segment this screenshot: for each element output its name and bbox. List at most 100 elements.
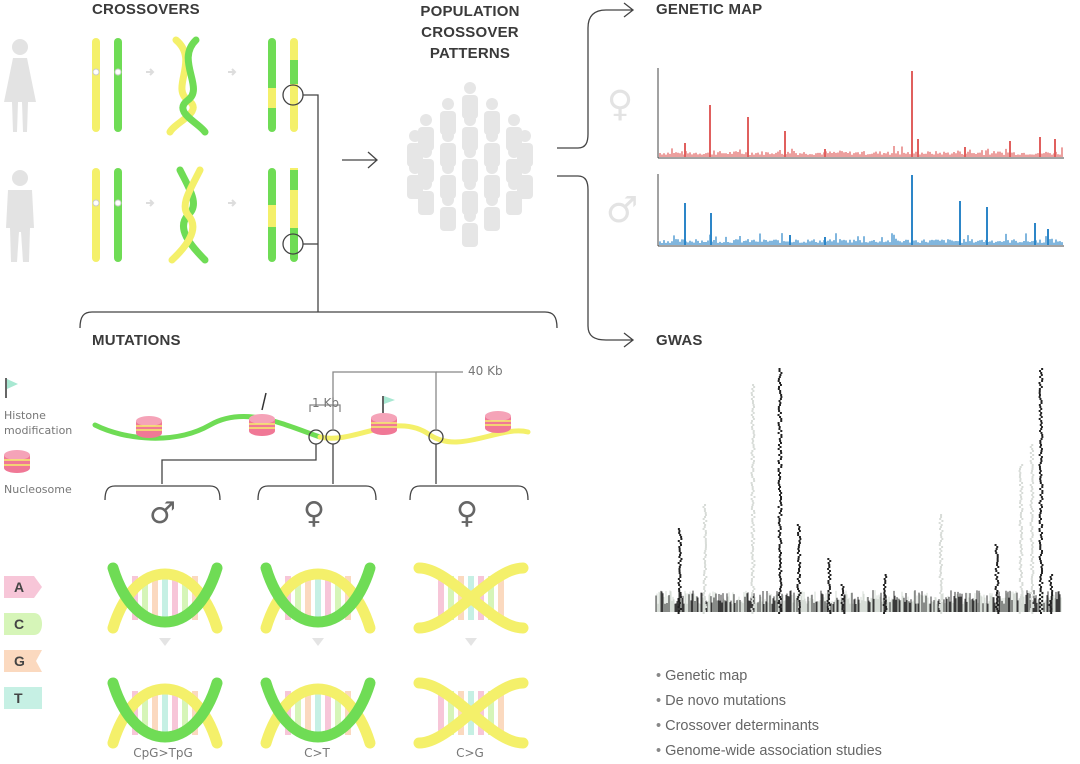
gwas-signal-point — [1030, 490, 1033, 492]
gwas-signal-point — [678, 566, 681, 568]
gwas-signal-point — [1032, 606, 1035, 608]
gwas-signal-point — [1019, 586, 1022, 588]
gwas-signal-point — [882, 584, 885, 586]
gwas-signal-point — [1041, 570, 1044, 572]
gwas-signal-point — [1040, 604, 1043, 606]
gwas-signal-point — [1049, 600, 1052, 602]
gwas-signal-point — [1041, 550, 1044, 552]
gwas-signal-point — [777, 448, 780, 450]
gwas-signal-point — [779, 446, 782, 448]
gwas-signal-point — [997, 612, 1000, 614]
crowd-person-body — [462, 127, 478, 151]
gwas-signal-point — [1018, 524, 1021, 526]
gwas-signal-point — [1032, 556, 1035, 558]
base-pair-rung — [438, 691, 444, 735]
gwas-signal-point — [778, 512, 781, 514]
gwas-signal-point — [884, 580, 887, 582]
gwas-signal-point — [779, 392, 782, 394]
gwas-signal-point — [1018, 562, 1021, 564]
gwas-signal-point — [1030, 582, 1033, 584]
gwas-signal-point — [1050, 586, 1053, 588]
gwas-signal-point — [753, 460, 756, 462]
gwas-signal-point — [750, 568, 753, 570]
gwas-signal-point — [751, 476, 754, 478]
gwas-signal-point — [1030, 500, 1033, 502]
gwas-signal-point — [1040, 496, 1043, 498]
gwas-signal-point — [940, 612, 943, 614]
gwas-signal-point — [1039, 440, 1042, 442]
gwas-signal-point — [1041, 436, 1044, 438]
gwas-signal-point — [1039, 546, 1042, 548]
gwas-signal-point — [1038, 388, 1041, 390]
gwas-signal-point — [1040, 460, 1043, 462]
gwas-signal-point — [1040, 372, 1043, 374]
gwas-signal-point — [797, 556, 800, 558]
base-tag-a: A — [4, 576, 42, 598]
gwas-signal-point — [842, 586, 845, 588]
gwas-signal-point — [1029, 460, 1032, 462]
gwas-signal-point — [751, 394, 754, 396]
gwas-signal-point — [1039, 510, 1042, 512]
gwas-signal-point — [751, 500, 754, 502]
gwas-signal-point — [780, 514, 783, 516]
gwas-signal-point — [752, 418, 755, 420]
gwas-signal-point — [1030, 472, 1033, 474]
gwas-signal-point — [828, 586, 831, 588]
base-pair-rung — [498, 576, 504, 620]
crossover-female-before — [92, 38, 122, 132]
base-pair-rung — [448, 576, 454, 620]
gwas-signal-point — [752, 424, 755, 426]
gwas-signal-point — [1031, 528, 1034, 530]
gwas-signal-point — [797, 580, 800, 582]
gwas-signal-point — [679, 534, 682, 536]
gwas-signal-point — [778, 556, 781, 558]
base-pair-rung — [285, 576, 291, 620]
gwas-signal-point — [941, 546, 944, 548]
gwas-signal-point — [780, 584, 783, 586]
gwas-signal-point — [1019, 474, 1022, 476]
gwas-signal-point — [703, 562, 706, 564]
gwas-signal-point — [704, 512, 707, 514]
gwas-signal-point — [1020, 528, 1023, 530]
crowd-person-head — [409, 130, 421, 142]
gwas-signal-point — [780, 394, 783, 396]
gwas-signal-point — [1039, 476, 1042, 478]
gwas-signal-point — [1039, 470, 1042, 472]
gwas-signal-point — [883, 612, 886, 614]
gwas-signal-point — [780, 496, 783, 498]
gwas-signal-point — [751, 544, 754, 546]
gwas-signal-point — [1021, 510, 1024, 512]
crowd-person-head — [442, 98, 454, 110]
gwas-signal-point — [1031, 566, 1034, 568]
gwas-signal-point — [996, 580, 999, 582]
gwas-signal-point — [779, 538, 782, 540]
gwas-signal-point — [994, 588, 997, 590]
gwas-signal-point — [778, 612, 781, 614]
gwas-signal-point — [751, 534, 754, 536]
gwas-signal-point — [1040, 562, 1043, 564]
gwas-signal-point — [1039, 500, 1042, 502]
gwas-signal-point — [1030, 560, 1033, 562]
mutation-type-cg: C>G — [456, 746, 484, 760]
gwas-signal-point — [751, 428, 754, 430]
gwas-signal-point — [677, 598, 680, 600]
gwas-signal-point — [1048, 580, 1051, 582]
gwas-signal-point — [938, 552, 941, 554]
gwas-signal-point — [703, 590, 706, 592]
gwas-signal-point — [752, 412, 755, 414]
gwas-signal-point — [1040, 416, 1043, 418]
base-pair-rung — [285, 691, 291, 735]
female-symbol: ♀ — [607, 84, 633, 125]
gwas-signal-point — [840, 584, 843, 586]
gwas-signal-point — [702, 522, 705, 524]
gwas-signal-point — [1018, 580, 1021, 582]
gwas-signal-point — [704, 564, 707, 566]
gwas-signal-point — [680, 536, 683, 538]
gwas-signal-point — [679, 574, 682, 576]
gwas-signal-point — [1051, 594, 1054, 596]
gwas-signal-point — [779, 486, 782, 488]
gwas-signal-point — [777, 602, 780, 604]
base-pair-rung — [142, 576, 148, 620]
gwas-signal-point — [750, 494, 753, 496]
base-tag-g: G — [4, 650, 42, 672]
